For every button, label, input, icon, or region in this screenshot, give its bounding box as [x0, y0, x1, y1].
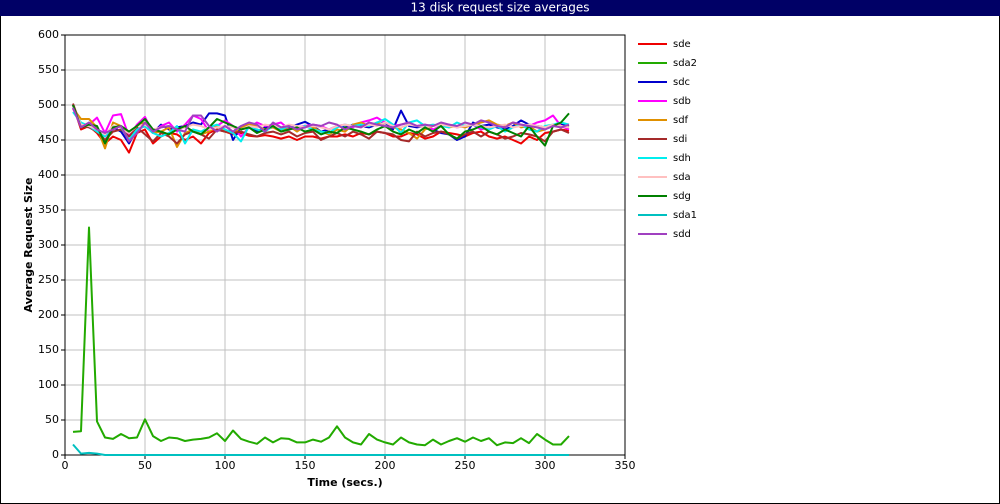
y-tick-label: 100	[38, 378, 59, 391]
x-axis-label: Time (secs.)	[307, 476, 382, 489]
legend-label: sda1	[673, 210, 697, 221]
y-tick-label: 0	[52, 448, 59, 461]
y-tick-label: 400	[38, 168, 59, 181]
y-tick-label: 350	[38, 203, 59, 216]
legend-label: sdb	[673, 96, 691, 107]
series-line	[72, 103, 570, 145]
y-tick-label: 150	[38, 343, 59, 356]
y-tick-label: 600	[38, 28, 59, 41]
y-tick-label: 550	[38, 63, 59, 76]
x-tick-label: 200	[375, 459, 396, 472]
x-tick-label: 150	[295, 459, 316, 472]
y-tick-label: 250	[38, 273, 59, 286]
legend-label: sdd	[673, 229, 691, 240]
legend-label: sdf	[673, 115, 689, 126]
legend-label: sda2	[673, 58, 697, 69]
x-tick-label: 50	[138, 459, 152, 472]
x-tick-label: 0	[62, 459, 69, 472]
x-tick-label: 100	[215, 459, 236, 472]
y-tick-label: 500	[38, 98, 59, 111]
legend-label: sda	[673, 172, 691, 183]
y-axis-label: Average Request Size	[22, 177, 35, 312]
y-tick-label: 450	[38, 133, 59, 146]
legend-label: sde	[673, 39, 691, 50]
x-tick-label: 250	[455, 459, 476, 472]
x-tick-label: 350	[615, 459, 636, 472]
legend-label: sdi	[673, 134, 687, 145]
title-bar	[0, 0, 1000, 16]
legend-label: sdc	[673, 77, 690, 88]
y-tick-label: 200	[38, 308, 59, 321]
series-line	[72, 105, 570, 136]
chart-title: 13 disk request size averages	[411, 1, 590, 15]
legend-label: sdh	[673, 153, 691, 164]
y-tick-label: 50	[45, 413, 59, 426]
series-line	[72, 226, 570, 447]
series-line	[72, 443, 569, 456]
y-tick-label: 300	[38, 238, 59, 251]
legend-label: sdg	[673, 191, 691, 202]
x-tick-label: 300	[535, 459, 556, 472]
series-line	[72, 107, 570, 143]
